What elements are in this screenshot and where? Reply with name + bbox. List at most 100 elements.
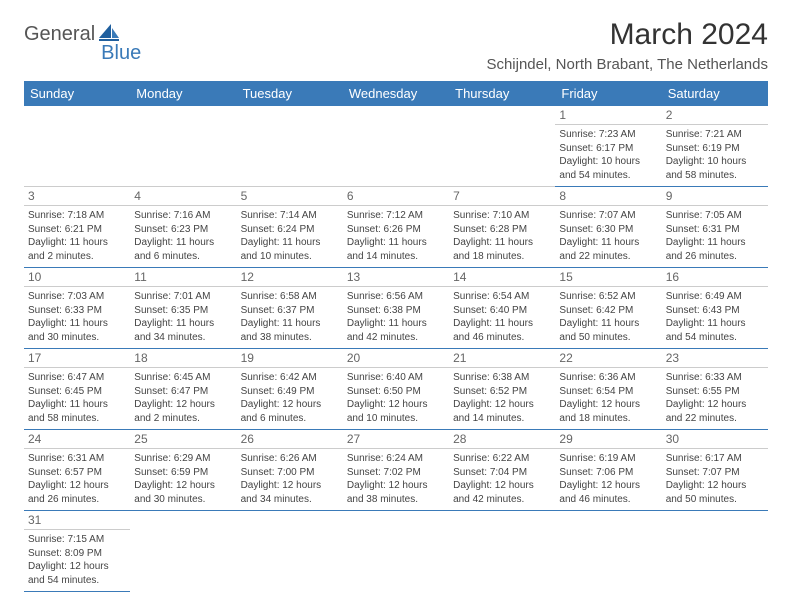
day-number: 4: [130, 187, 236, 206]
day-info: Sunrise: 6:31 AMSunset: 6:57 PMDaylight:…: [24, 449, 130, 510]
daylight-text: Daylight: 12 hours and 2 minutes.: [134, 398, 232, 425]
day-info: Sunrise: 6:49 AMSunset: 6:43 PMDaylight:…: [662, 287, 768, 348]
calendar-cell: 22Sunrise: 6:36 AMSunset: 6:54 PMDayligh…: [555, 349, 661, 430]
day-number: 8: [555, 187, 661, 206]
day-number: 25: [130, 430, 236, 449]
daylight-text: Daylight: 11 hours and 50 minutes.: [559, 317, 657, 344]
calendar-cell: 8Sunrise: 7:07 AMSunset: 6:30 PMDaylight…: [555, 187, 661, 268]
day-number: 19: [237, 349, 343, 368]
day-info: Sunrise: 7:10 AMSunset: 6:28 PMDaylight:…: [449, 206, 555, 267]
daylight-text: Daylight: 12 hours and 42 minutes.: [453, 479, 551, 506]
calendar-cell: 12Sunrise: 6:58 AMSunset: 6:37 PMDayligh…: [237, 268, 343, 349]
sunset-text: Sunset: 7:06 PM: [559, 466, 657, 480]
calendar-cell: 31Sunrise: 7:15 AMSunset: 8:09 PMDayligh…: [24, 511, 130, 592]
sunrise-text: Sunrise: 7:15 AM: [28, 533, 126, 547]
daylight-text: Daylight: 12 hours and 50 minutes.: [666, 479, 764, 506]
calendar-cell: 3Sunrise: 7:18 AMSunset: 6:21 PMDaylight…: [24, 187, 130, 268]
sunset-text: Sunset: 6:26 PM: [347, 223, 445, 237]
day-info: Sunrise: 7:16 AMSunset: 6:23 PMDaylight:…: [130, 206, 236, 267]
daylight-text: Daylight: 11 hours and 38 minutes.: [241, 317, 339, 344]
day-info: Sunrise: 7:01 AMSunset: 6:35 PMDaylight:…: [130, 287, 236, 348]
sunrise-text: Sunrise: 6:33 AM: [666, 371, 764, 385]
daylight-text: Daylight: 12 hours and 38 minutes.: [347, 479, 445, 506]
day-number: 12: [237, 268, 343, 287]
day-header: Thursday: [449, 81, 555, 106]
calendar-cell: 11Sunrise: 7:01 AMSunset: 6:35 PMDayligh…: [130, 268, 236, 349]
day-header: Friday: [555, 81, 661, 106]
sunset-text: Sunset: 6:19 PM: [666, 142, 764, 156]
sunrise-text: Sunrise: 6:42 AM: [241, 371, 339, 385]
day-header-row: Sunday Monday Tuesday Wednesday Thursday…: [24, 81, 768, 106]
sunset-text: Sunset: 6:49 PM: [241, 385, 339, 399]
sunrise-text: Sunrise: 6:49 AM: [666, 290, 764, 304]
sunset-text: Sunset: 6:59 PM: [134, 466, 232, 480]
sunrise-text: Sunrise: 7:16 AM: [134, 209, 232, 223]
day-info: Sunrise: 7:03 AMSunset: 6:33 PMDaylight:…: [24, 287, 130, 348]
sunrise-text: Sunrise: 6:29 AM: [134, 452, 232, 466]
day-info: Sunrise: 6:24 AMSunset: 7:02 PMDaylight:…: [343, 449, 449, 510]
sunset-text: Sunset: 6:40 PM: [453, 304, 551, 318]
calendar-cell: 18Sunrise: 6:45 AMSunset: 6:47 PMDayligh…: [130, 349, 236, 430]
day-info: Sunrise: 6:56 AMSunset: 6:38 PMDaylight:…: [343, 287, 449, 348]
sunset-text: Sunset: 6:50 PM: [347, 385, 445, 399]
day-info: Sunrise: 7:15 AMSunset: 8:09 PMDaylight:…: [24, 530, 130, 591]
daylight-text: Daylight: 12 hours and 18 minutes.: [559, 398, 657, 425]
day-number: 24: [24, 430, 130, 449]
day-info: Sunrise: 6:42 AMSunset: 6:49 PMDaylight:…: [237, 368, 343, 429]
calendar-cell: 4Sunrise: 7:16 AMSunset: 6:23 PMDaylight…: [130, 187, 236, 268]
sunset-text: Sunset: 6:30 PM: [559, 223, 657, 237]
logo-word1: General: [24, 24, 95, 44]
calendar-cell: 7Sunrise: 7:10 AMSunset: 6:28 PMDaylight…: [449, 187, 555, 268]
sunset-text: Sunset: 6:28 PM: [453, 223, 551, 237]
day-header: Wednesday: [343, 81, 449, 106]
calendar-cell: 20Sunrise: 6:40 AMSunset: 6:50 PMDayligh…: [343, 349, 449, 430]
sunset-text: Sunset: 6:21 PM: [28, 223, 126, 237]
day-number: 14: [449, 268, 555, 287]
page-title: March 2024: [486, 18, 768, 52]
daylight-text: Daylight: 10 hours and 58 minutes.: [666, 155, 764, 182]
sunset-text: Sunset: 6:54 PM: [559, 385, 657, 399]
sunset-text: Sunset: 8:09 PM: [28, 547, 126, 561]
day-number: 2: [662, 106, 768, 125]
day-number: 27: [343, 430, 449, 449]
sunset-text: Sunset: 6:17 PM: [559, 142, 657, 156]
calendar-cell: 23Sunrise: 6:33 AMSunset: 6:55 PMDayligh…: [662, 349, 768, 430]
calendar-cell: 6Sunrise: 7:12 AMSunset: 6:26 PMDaylight…: [343, 187, 449, 268]
page-subtitle: Schijndel, North Brabant, The Netherland…: [486, 56, 768, 73]
day-info: Sunrise: 7:12 AMSunset: 6:26 PMDaylight:…: [343, 206, 449, 267]
calendar-cell: ..: [130, 106, 236, 187]
logo-word2: Blue: [101, 42, 141, 65]
daylight-text: Daylight: 11 hours and 58 minutes.: [28, 398, 126, 425]
sunrise-text: Sunrise: 6:56 AM: [347, 290, 445, 304]
day-number: 21: [449, 349, 555, 368]
day-info: Sunrise: 7:18 AMSunset: 6:21 PMDaylight:…: [24, 206, 130, 267]
sunrise-text: Sunrise: 6:58 AM: [241, 290, 339, 304]
calendar-cell: ..: [343, 106, 449, 187]
sunset-text: Sunset: 6:45 PM: [28, 385, 126, 399]
day-number: 11: [130, 268, 236, 287]
sunrise-text: Sunrise: 6:17 AM: [666, 452, 764, 466]
sunrise-text: Sunrise: 7:03 AM: [28, 290, 126, 304]
sunrise-text: Sunrise: 7:14 AM: [241, 209, 339, 223]
calendar-cell: ..: [449, 511, 555, 592]
sunset-text: Sunset: 6:35 PM: [134, 304, 232, 318]
sunset-text: Sunset: 6:47 PM: [134, 385, 232, 399]
daylight-text: Daylight: 10 hours and 54 minutes.: [559, 155, 657, 182]
calendar-cell: ..: [662, 511, 768, 592]
calendar-cell: 21Sunrise: 6:38 AMSunset: 6:52 PMDayligh…: [449, 349, 555, 430]
day-info: Sunrise: 6:47 AMSunset: 6:45 PMDaylight:…: [24, 368, 130, 429]
calendar-cell: 14Sunrise: 6:54 AMSunset: 6:40 PMDayligh…: [449, 268, 555, 349]
sunset-text: Sunset: 6:24 PM: [241, 223, 339, 237]
calendar-cell: ..: [555, 511, 661, 592]
day-info: Sunrise: 6:26 AMSunset: 7:00 PMDaylight:…: [237, 449, 343, 510]
sunset-text: Sunset: 7:02 PM: [347, 466, 445, 480]
calendar-cell: 29Sunrise: 6:19 AMSunset: 7:06 PMDayligh…: [555, 430, 661, 511]
calendar-cell: 9Sunrise: 7:05 AMSunset: 6:31 PMDaylight…: [662, 187, 768, 268]
day-number: 9: [662, 187, 768, 206]
sunrise-text: Sunrise: 6:36 AM: [559, 371, 657, 385]
daylight-text: Daylight: 11 hours and 2 minutes.: [28, 236, 126, 263]
sunrise-text: Sunrise: 6:54 AM: [453, 290, 551, 304]
daylight-text: Daylight: 11 hours and 30 minutes.: [28, 317, 126, 344]
daylight-text: Daylight: 11 hours and 22 minutes.: [559, 236, 657, 263]
day-number: 29: [555, 430, 661, 449]
